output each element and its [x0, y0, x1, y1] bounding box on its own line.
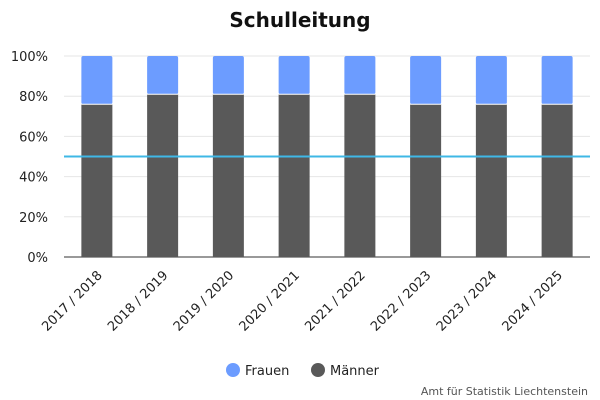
bar-maenner[interactable]	[541, 104, 573, 258]
bar-frauen[interactable]	[147, 56, 179, 95]
bar-maenner[interactable]	[410, 104, 442, 258]
x-tick-label: 2023 / 2024	[434, 268, 500, 334]
bar-frauen[interactable]	[212, 56, 244, 95]
legend-label[interactable]: Männer	[330, 364, 380, 379]
bar-maenner[interactable]	[278, 94, 310, 257]
x-tick-label: 2020 / 2021	[237, 268, 303, 334]
legend-marker[interactable]	[311, 363, 325, 377]
source-credit: Amt für Statistik Liechtenstein	[421, 385, 588, 398]
bar-frauen[interactable]	[81, 56, 113, 105]
y-tick-label: 0%	[27, 251, 48, 266]
legend-label[interactable]: Frauen	[245, 364, 289, 379]
x-tick-label: 2024 / 2025	[500, 268, 566, 334]
x-tick-label: 2018 / 2019	[105, 268, 171, 334]
bar-frauen[interactable]	[475, 56, 507, 105]
y-tick-label: 80%	[19, 90, 48, 105]
x-axis-ticks: 2017 / 2018 2018 / 2019 2019 / 2020 2020 / …	[39, 268, 566, 334]
chart-title: Schulleitung	[229, 8, 370, 32]
y-tick-label: 40%	[19, 171, 48, 186]
bar-frauen[interactable]	[278, 56, 310, 95]
bars	[81, 56, 573, 258]
legend[interactable]: Frauen Männer	[226, 363, 380, 379]
y-tick-label: 100%	[11, 50, 48, 65]
bar-frauen[interactable]	[344, 56, 376, 95]
bar-frauen[interactable]	[410, 56, 442, 105]
x-tick-label: 2021 / 2022	[302, 268, 368, 334]
bar-maenner[interactable]	[212, 94, 244, 257]
y-tick-label: 60%	[19, 130, 48, 145]
x-tick-label: 2017 / 2018	[39, 268, 105, 334]
x-tick-label: 2022 / 2023	[368, 268, 434, 334]
bar-maenner[interactable]	[344, 94, 376, 257]
bar-maenner[interactable]	[147, 94, 179, 257]
bar-maenner[interactable]	[475, 104, 507, 258]
bar-frauen[interactable]	[541, 56, 573, 105]
y-axis-ticks: 0% 20% 40% 60% 80% 100%	[11, 50, 48, 266]
legend-marker[interactable]	[226, 363, 240, 377]
y-tick-label: 20%	[19, 211, 48, 226]
x-tick-label: 2019 / 2020	[171, 268, 237, 334]
bar-maenner[interactable]	[81, 104, 113, 258]
